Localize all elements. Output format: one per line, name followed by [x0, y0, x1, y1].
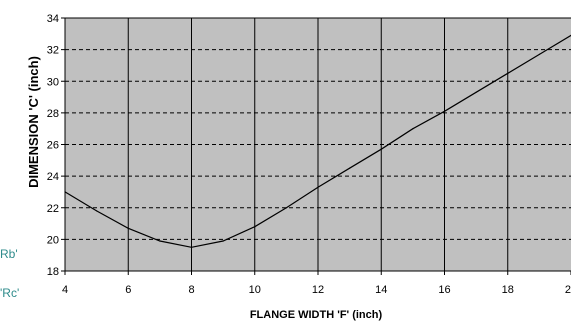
y-tick-label: 34 [47, 13, 59, 25]
y-tick-label: 30 [47, 76, 59, 88]
side-label-rc: 'Rc' [0, 286, 20, 300]
y-tick-label: 24 [47, 171, 59, 183]
x-tick-label: 4 [62, 284, 68, 296]
y-tick-label: 26 [47, 140, 59, 152]
data-point [159, 240, 161, 242]
x-axis-title: FLANGE WIDTH 'F' (inch) [250, 309, 383, 321]
data-point [64, 191, 66, 193]
x-tick-label: 18 [502, 284, 514, 296]
data-point [285, 207, 287, 209]
data-point [222, 240, 224, 242]
x-tick-label: 8 [188, 284, 194, 296]
side-label-rb: Rb' [0, 247, 18, 261]
data-point [380, 148, 382, 150]
data-point [317, 186, 319, 188]
data-point [412, 128, 414, 130]
data-point [443, 110, 446, 112]
x-tick-label: 6 [125, 284, 131, 296]
data-point [190, 246, 193, 248]
y-tick-label: 18 [47, 266, 59, 278]
x-tick-label: 16 [438, 284, 450, 296]
y-tick-label: 22 [47, 203, 59, 215]
y-tick-label: 28 [47, 108, 59, 120]
data-point [127, 227, 129, 229]
x-tick-label: 10 [249, 284, 261, 296]
x-tick-label: 14 [375, 284, 387, 296]
data-point [538, 53, 541, 56]
y-tick-label: 32 [47, 45, 59, 57]
data-point [254, 226, 256, 228]
data-point [96, 210, 98, 212]
data-point [475, 91, 477, 93]
y-axis-title: DIMENSION 'C' (inch) [26, 56, 41, 188]
data-point [507, 72, 509, 74]
data-point [349, 167, 351, 169]
x-tick-label: 20 [565, 284, 571, 296]
y-tick-label: 20 [47, 234, 59, 246]
x-tick-label: 12 [312, 284, 324, 296]
